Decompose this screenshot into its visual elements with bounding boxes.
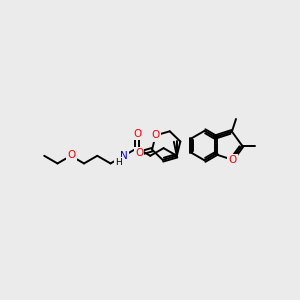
Text: O: O bbox=[135, 148, 143, 158]
Text: N: N bbox=[120, 151, 128, 161]
Text: O: O bbox=[152, 130, 160, 140]
Text: H: H bbox=[115, 158, 122, 167]
Text: O: O bbox=[133, 129, 141, 139]
Text: O: O bbox=[228, 155, 237, 165]
Text: O: O bbox=[67, 151, 76, 160]
